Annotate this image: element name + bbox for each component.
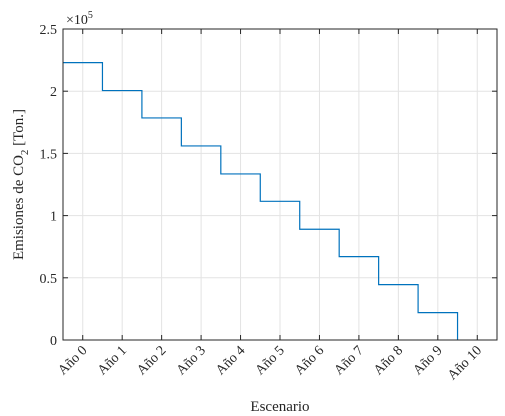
y-axis-title-subscript: 2 bbox=[19, 150, 31, 156]
x-tick-label: Año 5 bbox=[253, 343, 288, 378]
series-layer bbox=[63, 61, 459, 340]
x-tick-label: Año 4 bbox=[213, 343, 248, 378]
y-tick-label: 2.5 bbox=[40, 23, 58, 38]
y-axis-exponent: ×105 bbox=[66, 10, 93, 28]
y-tick-label: 1 bbox=[50, 210, 57, 225]
x-tick-label: Año 10 bbox=[445, 343, 485, 383]
x-tick-label: Año 7 bbox=[332, 343, 367, 378]
x-tick-label: Año 6 bbox=[292, 343, 327, 378]
x-axis-title: Escenario bbox=[250, 399, 309, 415]
grid bbox=[63, 29, 497, 340]
x-tick-label: Año 9 bbox=[411, 343, 446, 378]
y-tick-label: 2 bbox=[50, 85, 57, 100]
y-axis-title-unit: [Ton.] bbox=[11, 109, 27, 150]
y-exponent-base: ×10 bbox=[66, 13, 88, 28]
y-tick-label: 0 bbox=[50, 334, 57, 349]
y-tick-label: 1.5 bbox=[40, 147, 58, 162]
x-tick-label: Año 2 bbox=[134, 343, 169, 378]
series-line bbox=[63, 61, 459, 340]
x-tick-label: Año 0 bbox=[55, 343, 90, 378]
x-tick-label: Año 1 bbox=[95, 343, 130, 378]
x-tick-label: Año 8 bbox=[371, 343, 406, 378]
y-tick-label: 0.5 bbox=[40, 272, 58, 287]
y-exponent-power: 5 bbox=[88, 10, 93, 21]
y-axis-title: Emisiones de CO2 [Ton.] bbox=[11, 109, 31, 260]
y-axis-title-main: Emisiones de CO bbox=[11, 155, 27, 260]
x-tick-label: Año 3 bbox=[174, 343, 209, 378]
